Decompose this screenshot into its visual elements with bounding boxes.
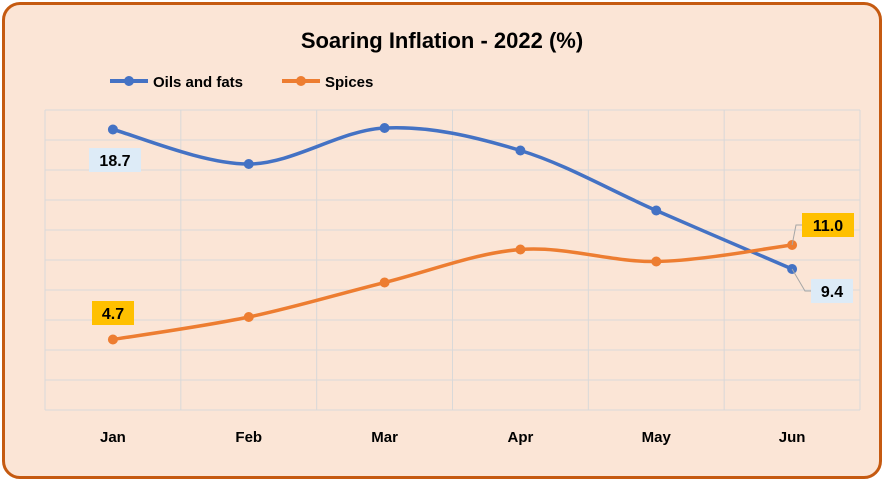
legend-marker-oils <box>124 76 134 86</box>
x-tick-label: Apr <box>507 429 533 446</box>
legend: Oils and fats Spices <box>110 74 373 91</box>
legend-label-spices: Spices <box>325 74 373 91</box>
legend-label-oils: Oils and fats <box>153 74 243 91</box>
data-label: 11.0 <box>813 218 843 235</box>
data-label-box <box>811 279 853 303</box>
data-point <box>379 277 390 288</box>
data-label-box <box>802 213 854 237</box>
data-point <box>651 205 662 216</box>
data-point <box>651 256 662 267</box>
leader-line <box>791 268 811 292</box>
data-point <box>515 145 526 156</box>
data-point <box>379 123 390 133</box>
legend-marker-spices <box>296 76 306 86</box>
leader-line <box>791 224 802 246</box>
x-axis-ticks: Jan Feb Mar Apr May Jun <box>100 429 805 446</box>
series-line <box>111 125 794 271</box>
x-tick-label: Jun <box>779 429 806 446</box>
data-label: 18.7 <box>99 153 130 170</box>
data-point <box>243 312 254 322</box>
series-line <box>111 243 794 342</box>
data-labels: 18.7 9.4 4.7 11.0 <box>89 148 854 325</box>
x-tick-label: Mar <box>371 429 398 446</box>
x-tick-label: May <box>642 429 672 446</box>
data-point <box>107 334 118 345</box>
chart-title: Soaring Inflation - 2022 (%) <box>301 28 583 53</box>
data-label-box <box>89 148 141 172</box>
data-label: 4.7 <box>102 306 124 323</box>
data-label: 9.4 <box>821 284 843 301</box>
x-tick-label: Feb <box>235 429 262 446</box>
x-tick-label: Jan <box>100 429 126 446</box>
data-point <box>243 159 254 169</box>
data-point <box>515 244 526 255</box>
gridlines <box>44 109 861 411</box>
data-point <box>107 124 118 135</box>
data-label-box <box>92 301 134 325</box>
